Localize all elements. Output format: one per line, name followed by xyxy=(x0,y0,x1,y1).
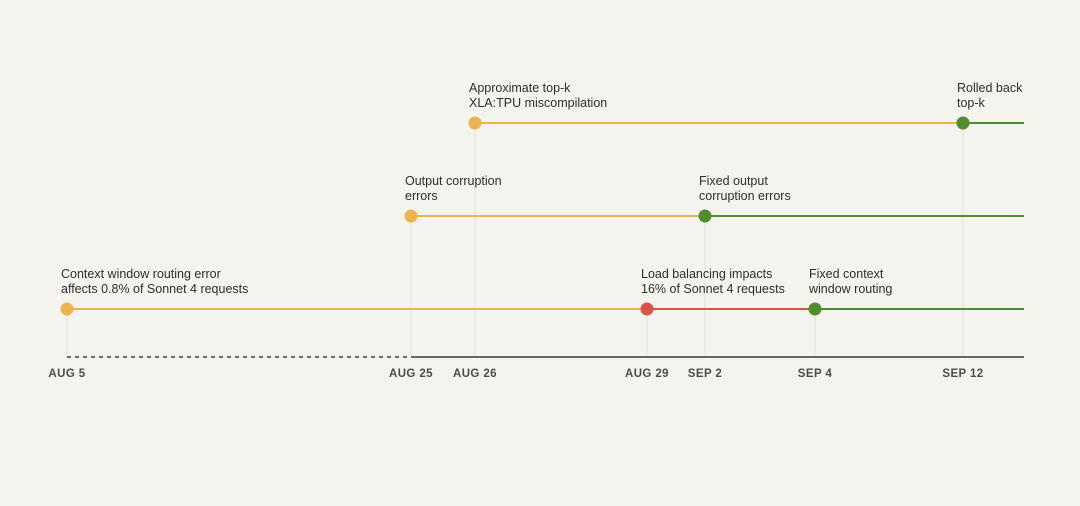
event-marker-fixed xyxy=(808,302,822,316)
date-tick-label: SEP 2 xyxy=(687,368,723,380)
event-marker-issue xyxy=(468,116,482,130)
event-label: Fixed context window routing xyxy=(809,267,893,296)
date-tick-label: SEP 12 xyxy=(942,368,984,380)
event-label: Load balancing impacts 16% of Sonnet 4 r… xyxy=(641,267,785,296)
event-marker-issue xyxy=(404,209,418,223)
event-label: Output corruption errors xyxy=(405,174,502,203)
event-label: Approximate top-k XLA:TPU miscompilation xyxy=(469,81,608,110)
event-label: Fixed output corruption errors xyxy=(699,174,791,203)
event-label: Context window routing error affects 0.8… xyxy=(61,267,249,296)
date-tick-label: AUG 29 xyxy=(625,368,669,380)
date-tick-label: AUG 26 xyxy=(453,368,497,380)
event-marker-issue xyxy=(60,302,74,316)
event-marker-fixed xyxy=(956,116,970,130)
date-tick-label: AUG 25 xyxy=(389,368,433,380)
date-tick-label: SEP 4 xyxy=(797,368,833,380)
event-label: Rolled back top-k xyxy=(957,81,1023,110)
date-tick-label: AUG 5 xyxy=(48,368,86,380)
event-marker-fixed xyxy=(698,209,712,223)
event-marker-load_balancing xyxy=(640,302,654,316)
